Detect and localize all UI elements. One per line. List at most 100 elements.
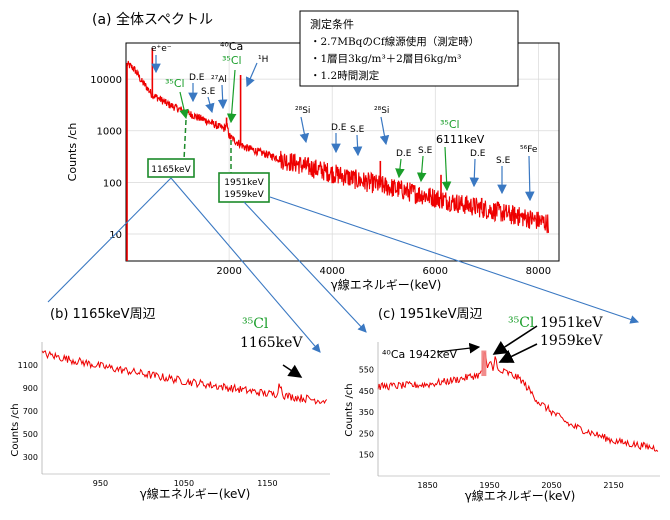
arrow-6111 xyxy=(441,146,452,192)
x-tick-label: 4000 xyxy=(319,266,344,277)
x-tick-label: 8000 xyxy=(526,266,551,277)
panel-b: (b) 1165keV周辺 300 500 700 900 1100 950 1050 11… xyxy=(10,307,330,501)
panel-c-ca-label: ⁴⁰Ca 1942keV xyxy=(382,348,457,361)
panel-b-spectrum xyxy=(41,350,328,405)
callout-1165-text: 1165keV xyxy=(151,165,191,175)
arrow-cl35-b xyxy=(226,69,237,124)
arrow-se3 xyxy=(416,155,427,183)
y-tick-label: 700 xyxy=(23,407,38,416)
conditions-box: 測定条件 ・2.7MBqのCf線源使用（測定時） ・1層目3kg/m³＋2層目6… xyxy=(299,10,519,87)
panel-a-y-ticks: 10 100 1000 10000 xyxy=(90,75,122,241)
panel-c-energy1: 1951keV xyxy=(540,315,603,331)
panel-c-arrow-2 xyxy=(498,343,538,363)
arrow-se2 xyxy=(352,134,363,157)
panel-a-x-ticks: 2000 4000 6000 8000 xyxy=(216,266,551,277)
x-tick-label: 1950 xyxy=(479,481,499,490)
label-se4: S.E xyxy=(496,156,511,166)
label-cl35-c: ³⁵Cl xyxy=(440,118,460,131)
panel-b-arrow xyxy=(282,364,303,378)
arrow-de3 xyxy=(395,158,405,179)
panel-c: (c) 1951keV周辺 150 250 350 450 550 1850 1950 20… xyxy=(344,307,660,503)
x-tick-label: 1850 xyxy=(417,481,437,490)
arrow-si28-1 xyxy=(299,116,310,144)
panel-b-y-ticks: 300 500 700 900 1100 xyxy=(18,361,38,462)
spectrum-line xyxy=(41,350,328,405)
panel-c-y-ticks: 150 250 350 450 550 xyxy=(359,366,374,460)
arrow-al27 xyxy=(217,84,228,110)
y-tick-label: 250 xyxy=(359,429,374,438)
label-6111kev: 6111keV xyxy=(436,133,485,146)
zoom-connectors xyxy=(47,177,640,353)
x-tick-label: 2000 xyxy=(216,266,241,277)
label-ca40: ⁴⁰Ca xyxy=(220,40,243,53)
panel-c-energy2: 1959keV xyxy=(540,333,603,349)
callout-box-1951: 1951keV 1959keV xyxy=(218,172,270,203)
conditions-title: 測定条件 xyxy=(310,17,354,31)
panel-c-title: (c) 1951keV周辺 xyxy=(378,307,482,322)
panel-c-ylabel: Counts /ch xyxy=(344,383,355,436)
conditions-line-3: ・1.2時間測定 xyxy=(310,69,380,82)
label-de4: D.E xyxy=(470,149,486,159)
y-tick-label: 1000 xyxy=(97,127,122,138)
label-si28-2: ²⁸Si xyxy=(374,106,389,116)
panel-b-isotope: ³⁵Cl xyxy=(242,316,269,332)
connector-b-left xyxy=(47,177,172,303)
ca40-peak-highlight xyxy=(481,350,487,377)
label-de3: D.E xyxy=(396,149,412,159)
label-al27: ²⁷Al xyxy=(211,75,227,85)
y-tick-label: 550 xyxy=(359,366,374,375)
connector-c-left xyxy=(243,201,367,333)
panel-a-annotations: e⁺e⁻ ³⁵Cl D.E S.E ²⁷Al ⁴⁰Ca ³⁵Cl ¹H ²⁸Si… xyxy=(151,40,538,202)
panel-a-ylabel: Counts /ch xyxy=(66,123,79,182)
y-tick-label: 100 xyxy=(103,178,122,189)
y-tick-label: 150 xyxy=(359,451,374,460)
panel-c-ca-arrow xyxy=(436,342,481,354)
callout-1951-line2: 1959keV xyxy=(224,190,264,200)
arrow-de4 xyxy=(469,158,480,188)
conditions-line-1: ・2.7MBqのCf線源使用（測定時） xyxy=(310,35,479,48)
connector-c-right xyxy=(269,196,640,324)
panel-c-xlabel: γ線エネルギー(keV) xyxy=(465,488,576,503)
panel-c-x-ticks: 1850 1950 2050 2150 xyxy=(417,481,623,490)
spectrum-line xyxy=(377,351,659,452)
panel-b-ylabel: Counts /ch xyxy=(10,403,21,456)
x-tick-label: 1050 xyxy=(174,479,194,488)
panel-b-title: (b) 1165keV周辺 xyxy=(50,307,156,322)
x-tick-label: 6000 xyxy=(423,266,448,277)
label-de1: D.E xyxy=(189,73,205,83)
label-fe56: ⁵⁶Fe xyxy=(520,145,538,155)
panel-c-isotope: ³⁵Cl xyxy=(508,315,535,331)
panel-b-energy: 1165keV xyxy=(240,335,303,351)
callout-box-1165: 1165keV xyxy=(147,158,195,178)
panel-c-spectrum xyxy=(377,350,659,452)
label-h1: ¹H xyxy=(258,55,268,65)
arrow-fe56 xyxy=(525,155,535,202)
y-tick-label: 500 xyxy=(23,430,38,439)
panel-a: (a) 全体スペクトル 10 100 1000 10000 2000 4000 6000 8… xyxy=(66,10,560,292)
panel-a-title: (a) 全体スペクトル xyxy=(92,11,213,28)
arrow-h1 xyxy=(245,62,258,88)
label-si28-1: ²⁸Si xyxy=(295,106,310,116)
callout-1951-line1: 1951keV xyxy=(224,178,264,188)
label-ee: e⁺e⁻ xyxy=(151,44,172,54)
label-se2: S.E xyxy=(350,125,365,135)
arrow-se1 xyxy=(205,96,215,114)
connector-b-right xyxy=(170,177,321,353)
guide-1165 xyxy=(183,119,187,161)
x-tick-label: 2150 xyxy=(603,481,623,490)
y-tick-label: 450 xyxy=(359,387,374,396)
label-se3: S.E xyxy=(418,146,433,156)
label-cl35-a: ³⁵Cl xyxy=(165,77,185,90)
y-tick-label: 350 xyxy=(359,408,374,417)
x-tick-label: 2050 xyxy=(541,481,561,490)
panel-b-x-ticks: 950 1050 1150 xyxy=(93,479,278,488)
panel-a-xlabel: γ線エネルギー(keV) xyxy=(331,277,442,292)
x-tick-label: 950 xyxy=(93,479,108,488)
y-tick-label: 1100 xyxy=(18,361,38,370)
spectrum-line xyxy=(126,60,550,234)
y-tick-label: 900 xyxy=(23,384,38,393)
y-tick-label: 10000 xyxy=(90,75,122,86)
label-cl35-b: ³⁵Cl xyxy=(222,54,242,67)
panel-c-arrow-1 xyxy=(492,325,538,355)
